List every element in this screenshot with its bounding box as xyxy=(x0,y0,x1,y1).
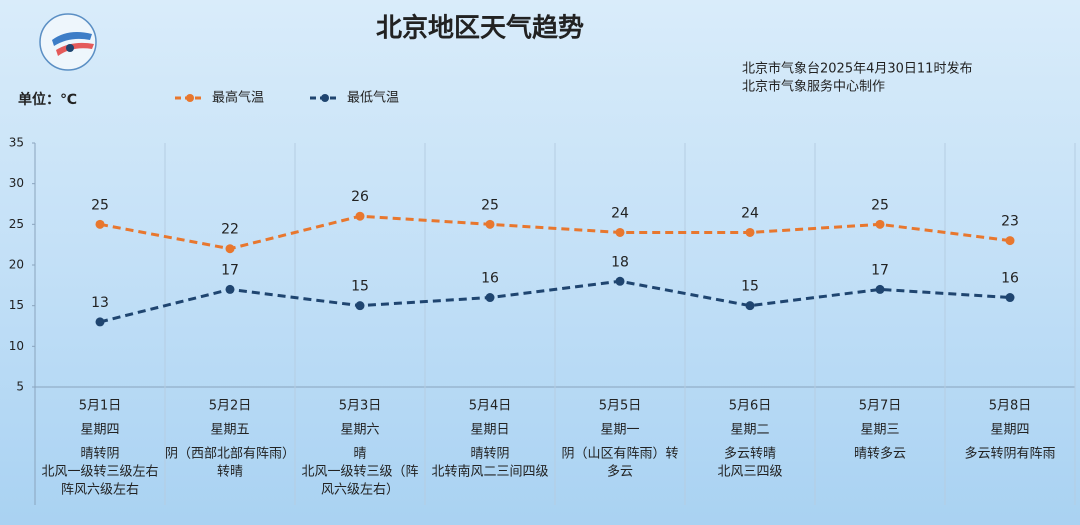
point xyxy=(225,244,235,254)
weekday: 星期三 xyxy=(860,423,899,438)
x-tick-label: 5月1日 xyxy=(79,399,122,414)
point xyxy=(485,293,495,303)
series-line xyxy=(99,279,1011,324)
weather-text: 北风三四级 xyxy=(717,465,782,480)
weather-text: 阵风六级左右 xyxy=(61,483,139,498)
weekday: 星期四 xyxy=(990,423,1029,438)
y-tick-label: 20 xyxy=(9,258,24,272)
note: 北京市气象台2025年4月30日11时发布 xyxy=(742,61,972,77)
x-tick-label: 5月4日 xyxy=(469,399,512,414)
weekday: 星期五 xyxy=(210,423,249,438)
y-tick-label: 5 xyxy=(16,380,24,394)
weather-text: 晴转阴 xyxy=(470,447,509,462)
data-label: 25 xyxy=(481,197,499,213)
point xyxy=(1005,236,1015,246)
point xyxy=(615,227,625,237)
data-label: 24 xyxy=(611,205,629,221)
data-label: 15 xyxy=(351,279,369,295)
point xyxy=(355,301,365,311)
weather-text: 阴（山区有阵雨）转 xyxy=(561,447,678,462)
y-tick-label: 15 xyxy=(9,298,24,312)
point xyxy=(875,219,885,229)
data-label: 17 xyxy=(871,262,889,278)
x-tick-label: 5月5日 xyxy=(599,399,642,414)
point xyxy=(485,219,495,229)
chart-title: 北京地区天气趋势 xyxy=(376,13,584,44)
y-axis-label: 单位：℃ xyxy=(18,91,77,108)
legend-label: 最低气温 xyxy=(347,90,399,106)
point xyxy=(95,317,105,327)
point xyxy=(615,276,625,286)
weather-text: 风六级左右） xyxy=(321,483,399,498)
point xyxy=(355,211,365,221)
data-label: 13 xyxy=(91,295,109,311)
x-tick-label: 5月3日 xyxy=(339,399,382,414)
weather-text: 晴转阴 xyxy=(80,447,119,462)
point xyxy=(745,227,755,237)
data-label: 25 xyxy=(871,197,889,213)
x-tick-label: 5月2日 xyxy=(209,399,252,414)
weekday: 星期日 xyxy=(470,423,509,438)
data-label: 23 xyxy=(1001,214,1019,230)
legend-marker xyxy=(321,94,329,102)
data-label: 25 xyxy=(91,197,109,213)
data-label: 22 xyxy=(221,222,239,238)
weather-text: 北风一级转三级（阵 xyxy=(301,465,418,480)
logo xyxy=(39,13,97,71)
weather-text: 北风一级转三级左右 xyxy=(41,465,158,480)
point xyxy=(95,219,105,229)
y-tick-label: 30 xyxy=(9,176,24,190)
data-label: 15 xyxy=(741,279,759,295)
weekday: 星期一 xyxy=(600,423,639,438)
legend-marker xyxy=(186,94,194,102)
data-label: 16 xyxy=(481,271,499,287)
weather-text: 多云转晴 xyxy=(724,446,776,462)
y-tick-label: 35 xyxy=(9,136,24,150)
weekday: 星期四 xyxy=(80,423,119,438)
x-tick-label: 5月7日 xyxy=(859,399,902,414)
point xyxy=(745,301,755,311)
weather-text: 北转南风二三间四级 xyxy=(431,464,548,480)
point xyxy=(875,284,885,294)
data-label: 16 xyxy=(1001,271,1019,287)
weekday: 星期二 xyxy=(730,423,769,438)
weather-text: 晴转多云 xyxy=(854,446,906,462)
weather-text: 阴（西部北部有阵雨） xyxy=(165,447,295,462)
data-label: 18 xyxy=(611,254,629,270)
x-tick-label: 5月6日 xyxy=(729,399,772,414)
weather-text: 多云 xyxy=(607,464,633,480)
series-line xyxy=(99,214,1011,251)
weather-text: 转晴 xyxy=(217,465,243,480)
weather-text: 多云转阴有阵雨 xyxy=(964,446,1055,462)
weekday: 星期六 xyxy=(340,423,379,438)
y-tick-label: 10 xyxy=(9,339,24,353)
x-tick-label: 5月8日 xyxy=(989,399,1032,414)
weather-text: 晴 xyxy=(353,447,366,462)
legend-label: 最高气温 xyxy=(212,90,264,106)
note: 北京市气象服务中心制作 xyxy=(742,79,885,95)
point xyxy=(225,284,235,294)
y-tick-label: 25 xyxy=(9,217,24,231)
point xyxy=(1005,293,1015,303)
data-label: 26 xyxy=(351,189,369,205)
data-label: 24 xyxy=(741,205,759,221)
data-label: 17 xyxy=(221,262,239,278)
